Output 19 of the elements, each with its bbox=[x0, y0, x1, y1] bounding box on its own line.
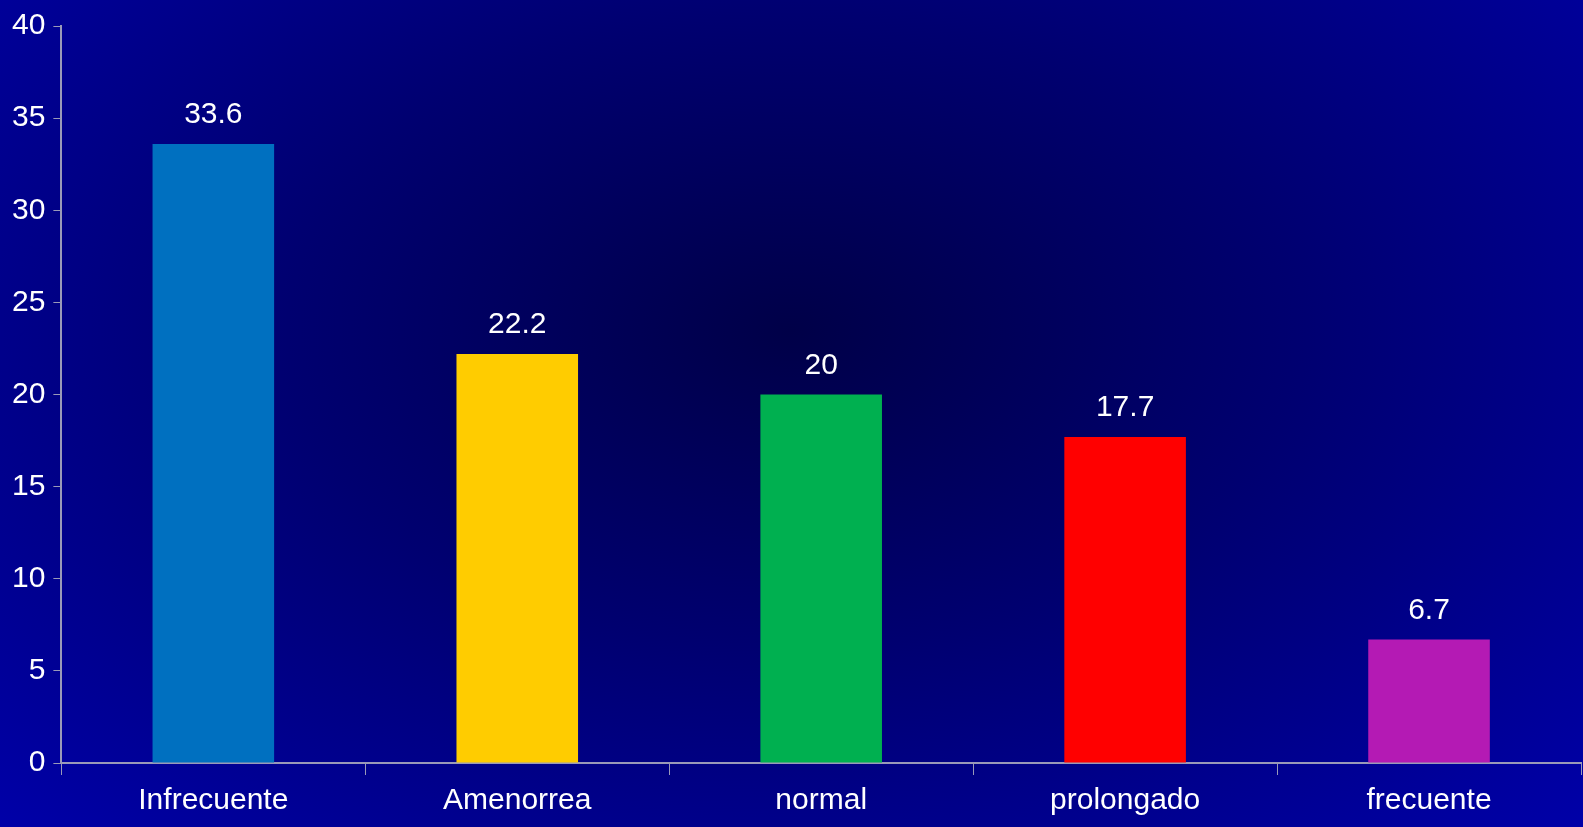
y-tick-label: 30 bbox=[11, 191, 46, 225]
y-tick-label: 0 bbox=[28, 744, 46, 778]
y-tick-label: 20 bbox=[11, 375, 46, 409]
x-tick-label: Amenorrea bbox=[443, 782, 592, 816]
x-tick-label: frecuente bbox=[1366, 782, 1492, 816]
y-tick-label: 40 bbox=[11, 7, 46, 41]
x-tick-label: normal bbox=[775, 782, 868, 816]
y-tick-label: 5 bbox=[28, 652, 46, 686]
data-label: 17.7 bbox=[1095, 389, 1155, 423]
data-label: 6.7 bbox=[1408, 591, 1450, 625]
y-tick-label: 25 bbox=[11, 283, 46, 317]
y-tick-label: 35 bbox=[11, 99, 46, 133]
data-label: 33.6 bbox=[184, 96, 243, 130]
data-label: 22.2 bbox=[488, 306, 547, 340]
data-label: 20 bbox=[804, 346, 838, 380]
x-tick-label: prolongado bbox=[1050, 782, 1201, 816]
y-tick-label: 15 bbox=[11, 467, 46, 501]
y-tick-label: 10 bbox=[11, 560, 46, 594]
x-tick-label: Infrecuente bbox=[138, 782, 289, 816]
